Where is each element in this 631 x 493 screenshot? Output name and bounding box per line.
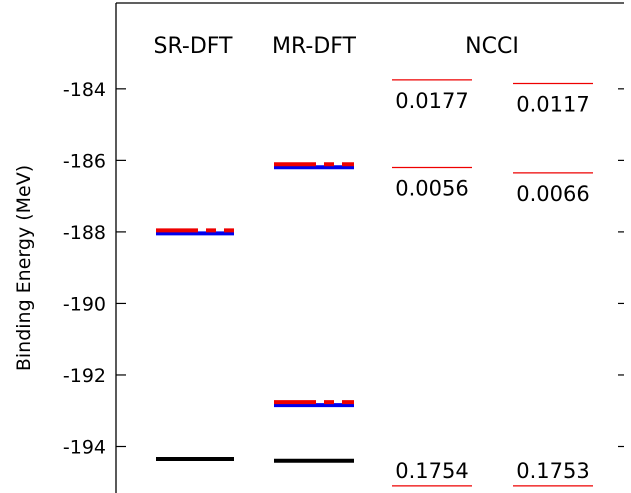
labels: SR-DFT MR-DFT NCCI 0.0177 0.0117 0.0056 0.0066… [154,34,590,483]
column-title-mr-dft: MR-DFT [272,34,357,59]
y-axis-title: Binding Energy (MeV) [13,165,35,371]
ncci-level-value: 0.0056 [395,177,468,201]
axes: -184 -186 -188 -190 -192 -194 Binding Energy (… [13,2,624,493]
y-tick-label: -188 [63,222,106,244]
levels [156,79,593,487]
y-tick-label: -192 [63,365,106,387]
ncci-level-value: 0.1754 [395,459,468,483]
ncci-level-value: 0.0177 [395,89,468,113]
y-tick-label: -194 [63,437,106,459]
y-tick-label: -190 [63,293,106,315]
ncci-level-value: 0.1753 [516,459,589,483]
ncci-level-value: 0.0066 [516,182,589,206]
ncci-level-value: 0.0117 [516,92,589,116]
column-title-sr-dft: SR-DFT [154,34,234,59]
y-tick-label: -184 [63,79,106,101]
y-tick-label: -186 [63,150,106,172]
column-title-ncci: NCCI [465,34,519,59]
